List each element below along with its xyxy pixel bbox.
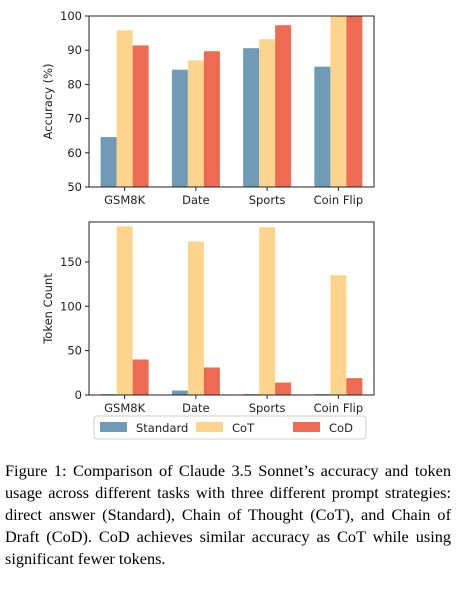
- bar-cot-date: [187, 60, 204, 187]
- bar-cot-gsm8k: [116, 226, 133, 395]
- y-tick-label: 80: [67, 77, 82, 91]
- x-tick-label: GSM8K: [104, 401, 145, 415]
- y-tick-label: 50: [67, 344, 82, 358]
- legend: Standard CoT CoD: [93, 415, 367, 440]
- y-tick-label: 60: [67, 146, 82, 160]
- x-tick-label: Sports: [249, 401, 286, 415]
- bar-cod-sports: [275, 25, 292, 188]
- y-tick-label: 70: [67, 112, 82, 126]
- chart-1: 50 60 70 80 90 100 GSM8K Date Sports Coin Flip Acc…: [41, 9, 375, 207]
- y-tick-label: 100: [60, 9, 82, 23]
- bar-standard-date: [171, 390, 188, 395]
- figure-charts: 50 60 70 80 90 100 GSM8K Date Sports Coin Flip Acc…: [41, 9, 375, 440]
- plot-frame: [88, 221, 375, 396]
- bar-cot-gsm8k: [116, 30, 133, 187]
- y-tick-label: 50: [67, 180, 82, 194]
- x-tick-label: Coin Flip: [314, 401, 364, 415]
- bar-cod-date: [203, 367, 220, 395]
- figure: 50 60 70 80 90 100 GSM8K Date Sports Coin Flip Acc…: [41, 9, 375, 440]
- legend-label-cot: CoT: [232, 421, 255, 435]
- x-tick-label: Date: [182, 401, 210, 415]
- bar-standard-coin-flip: [314, 66, 331, 187]
- bar-cot-date: [187, 241, 204, 395]
- legend-swatch-cod: [293, 422, 320, 432]
- legend-box: [93, 415, 367, 440]
- bar-standard-date: [171, 69, 188, 187]
- bar-cot-coin-flip: [330, 16, 347, 187]
- x-tick-label: Sports: [249, 193, 286, 207]
- y-tick-label: 90: [67, 43, 82, 57]
- bar-cod-coin-flip: [346, 378, 363, 395]
- bar-cod-coin-flip: [346, 16, 363, 187]
- bar-cot-sports: [259, 39, 276, 188]
- bar-cod-sports: [275, 382, 292, 395]
- y-axis-label: Accuracy (%): [41, 63, 55, 139]
- bar-cod-gsm8k: [132, 359, 149, 395]
- bar-cod-gsm8k: [132, 45, 149, 187]
- legend-swatch-standard: [100, 422, 127, 432]
- plot-frame: [88, 15, 375, 188]
- y-tick-label: 150: [60, 255, 82, 269]
- bar-cot-sports: [259, 227, 276, 395]
- y-tick-label: 100: [60, 299, 82, 313]
- y-axis-label: Token Count: [41, 273, 55, 345]
- y-tick-label: 0: [75, 388, 82, 402]
- bar-standard-sports: [243, 48, 260, 188]
- x-tick-label: Date: [182, 193, 210, 207]
- x-tick-label: GSM8K: [104, 193, 145, 207]
- bar-cot-coin-flip: [330, 275, 347, 395]
- legend-label-standard: Standard: [136, 421, 188, 435]
- bar-standard-gsm8k: [100, 137, 117, 187]
- legend-label-cod: CoD: [329, 421, 353, 435]
- bar-cod-date: [203, 51, 220, 188]
- figure-caption: Figure 1: Comparison of Claude 3.5 Sonne…: [5, 461, 451, 568]
- x-tick-label: Coin Flip: [314, 193, 364, 207]
- chart-2: 0 50 100 150 GSM8K Date Sports Coin Flip Token C…: [41, 221, 375, 415]
- legend-swatch-cot: [196, 422, 223, 432]
